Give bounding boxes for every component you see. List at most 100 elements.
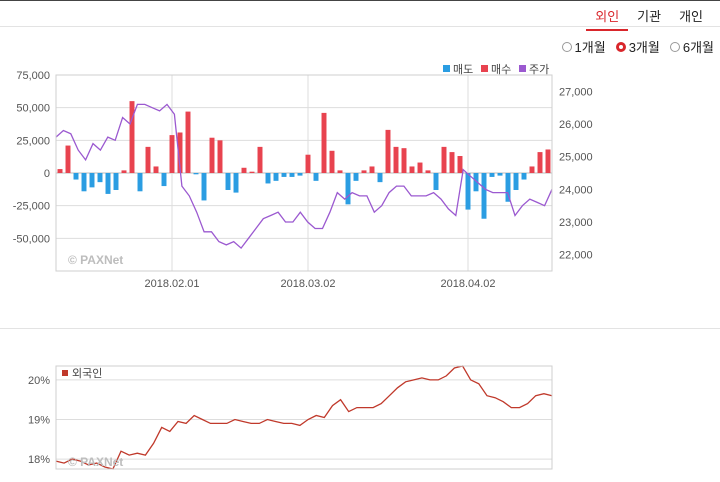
sell-bar bbox=[353, 173, 359, 181]
y-left-tick-label: 25,000 bbox=[16, 135, 50, 147]
y-left-tick-label: 0 bbox=[44, 168, 50, 180]
sell-bar bbox=[265, 173, 271, 184]
tab-divider bbox=[0, 26, 720, 27]
y-tick-label: 20% bbox=[28, 375, 50, 387]
y-right-tick-label: 22,000 bbox=[559, 250, 593, 262]
period-label: 3개월 bbox=[628, 40, 660, 55]
buy-bar bbox=[337, 170, 343, 173]
period-label: 6개월 bbox=[682, 40, 714, 55]
period-1m[interactable]: 1개월 bbox=[561, 37, 606, 56]
y-right-tick-label: 24,000 bbox=[559, 184, 593, 196]
sell-bar bbox=[313, 173, 319, 181]
period-selector: 1개월 3개월 6개월 bbox=[561, 37, 714, 56]
buy-bar bbox=[57, 169, 63, 173]
buy-bar bbox=[177, 132, 183, 173]
sell-bar bbox=[345, 173, 351, 205]
plot-frame bbox=[55, 365, 553, 470]
y-right-tick-label: 27,000 bbox=[559, 86, 593, 98]
watermark: © PAXNet bbox=[68, 455, 123, 469]
axes: 20% 19% 18% bbox=[28, 365, 553, 470]
flow-bars bbox=[57, 101, 551, 219]
legend-label: 외국인 bbox=[72, 367, 102, 380]
sell-bar bbox=[513, 173, 519, 190]
buy-bar bbox=[393, 146, 399, 173]
radio-icon[interactable] bbox=[615, 41, 626, 52]
sell-bar bbox=[281, 173, 287, 177]
sell-bar bbox=[377, 173, 383, 183]
buy-bar bbox=[241, 167, 247, 173]
buy-bar bbox=[153, 166, 159, 173]
sell-bar bbox=[161, 173, 167, 187]
buy-bar bbox=[545, 149, 551, 173]
sell-bar bbox=[473, 173, 479, 192]
y-right-tick-label: 25,000 bbox=[559, 152, 593, 164]
y-right-tick-label: 23,000 bbox=[559, 217, 593, 229]
period-6m[interactable]: 6개월 bbox=[669, 37, 714, 56]
buy-bar bbox=[417, 162, 423, 173]
sell-bar bbox=[481, 173, 487, 219]
sell-bar bbox=[201, 173, 207, 201]
period-label: 1개월 bbox=[574, 40, 606, 55]
y-left-tick-label: 75,000 bbox=[16, 70, 50, 82]
sell-bar bbox=[505, 173, 511, 202]
section-divider bbox=[0, 328, 720, 329]
tab-institution[interactable]: 기관 bbox=[637, 9, 662, 24]
buy-bar bbox=[529, 166, 535, 173]
sell-bar bbox=[289, 173, 295, 177]
buy-bar bbox=[185, 111, 191, 173]
sell-bar bbox=[489, 173, 495, 177]
sell-bar bbox=[113, 173, 119, 190]
buy-bar bbox=[65, 145, 71, 173]
tab-individual[interactable]: 개인 bbox=[679, 9, 703, 24]
tab-foreign[interactable]: 외인 bbox=[586, 6, 629, 31]
sell-bar bbox=[137, 173, 143, 192]
price-line bbox=[55, 103, 553, 250]
buy-bar bbox=[369, 166, 375, 173]
buy-bar bbox=[409, 166, 415, 173]
buy-bar bbox=[305, 154, 311, 173]
chart-legend: 외국인 bbox=[62, 367, 102, 380]
sell-bar bbox=[105, 173, 111, 194]
plot-frame bbox=[55, 74, 553, 272]
sell-bar bbox=[81, 173, 87, 192]
grid bbox=[56, 379, 552, 460]
watermark: © PAXNet bbox=[68, 253, 123, 267]
buy-bar bbox=[145, 146, 151, 173]
legend-swatch bbox=[62, 370, 68, 376]
legend-label: 주가 bbox=[529, 63, 549, 76]
sell-bar bbox=[233, 173, 239, 193]
top-border bbox=[0, 0, 720, 1]
buy-bar bbox=[129, 101, 135, 173]
y-left-tick-label: -25,000 bbox=[13, 201, 50, 213]
radio-icon[interactable] bbox=[669, 41, 680, 52]
sell-bar bbox=[89, 173, 95, 188]
sell-bar bbox=[497, 173, 503, 176]
chart-legend: 매도 매수 주가 bbox=[443, 63, 549, 76]
sell-bar bbox=[193, 173, 199, 175]
radio-icon[interactable] bbox=[561, 41, 572, 52]
y-right-tick-label: 26,000 bbox=[559, 119, 593, 131]
period-3m[interactable]: 3개월 bbox=[615, 37, 660, 56]
sell-bar bbox=[73, 173, 79, 180]
sell-bar bbox=[297, 173, 303, 176]
buy-bar bbox=[257, 146, 263, 173]
legend-label: 매도 bbox=[453, 63, 473, 76]
investor-tabs: 외인 기관 개인 bbox=[586, 6, 712, 31]
buy-bar bbox=[169, 135, 175, 173]
sell-bar bbox=[521, 173, 527, 180]
buy-bar bbox=[217, 140, 223, 173]
foreign-ratio-line bbox=[55, 365, 553, 470]
sell-bar bbox=[225, 173, 231, 190]
y-tick-label: 18% bbox=[28, 454, 50, 466]
legend-label: 매수 bbox=[491, 63, 511, 76]
foreign-ratio-chart: 외국인 20% 19% 18% © PAXNet bbox=[28, 365, 553, 470]
buy-bar bbox=[441, 146, 447, 173]
y-tick-label: 19% bbox=[28, 414, 50, 426]
buy-bar bbox=[425, 170, 431, 173]
x-tick-label: 2018.03.02 bbox=[280, 278, 335, 290]
sell-bar bbox=[465, 173, 471, 210]
buy-bar bbox=[209, 137, 215, 173]
ratio-line-group bbox=[55, 365, 553, 470]
watermark-text: © PAXNet bbox=[68, 455, 123, 469]
watermark-text: © PAXNet bbox=[68, 253, 123, 267]
